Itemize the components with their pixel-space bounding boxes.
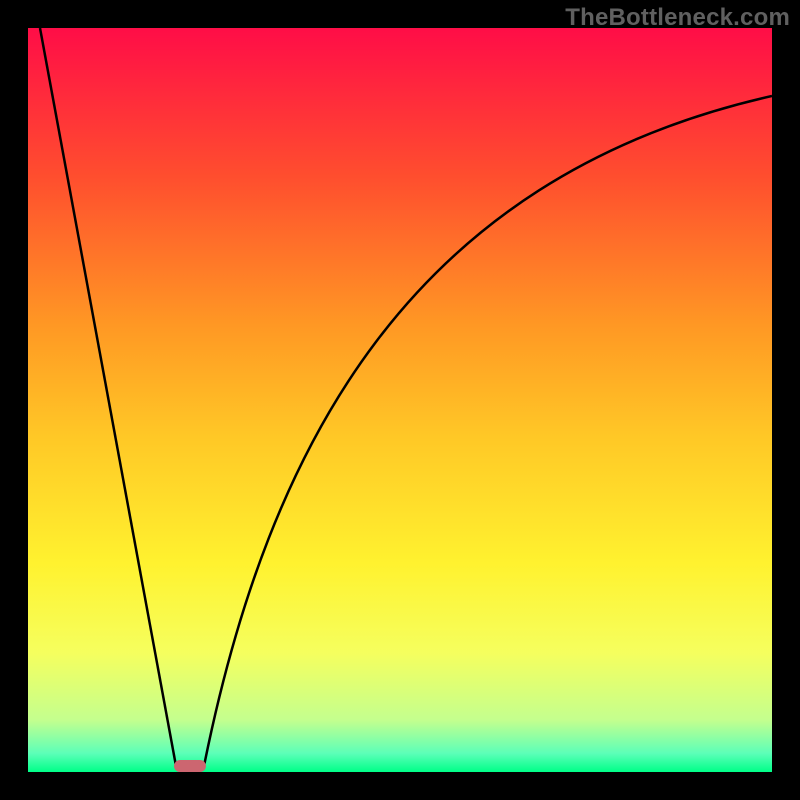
- optimal-point-marker: [174, 760, 206, 772]
- plot-area: [28, 28, 772, 772]
- chart-container: TheBottleneck.com: [0, 0, 800, 800]
- bottleneck-curve-chart: [0, 0, 800, 800]
- gradient-background: [28, 28, 772, 772]
- watermark-text: TheBottleneck.com: [565, 4, 790, 32]
